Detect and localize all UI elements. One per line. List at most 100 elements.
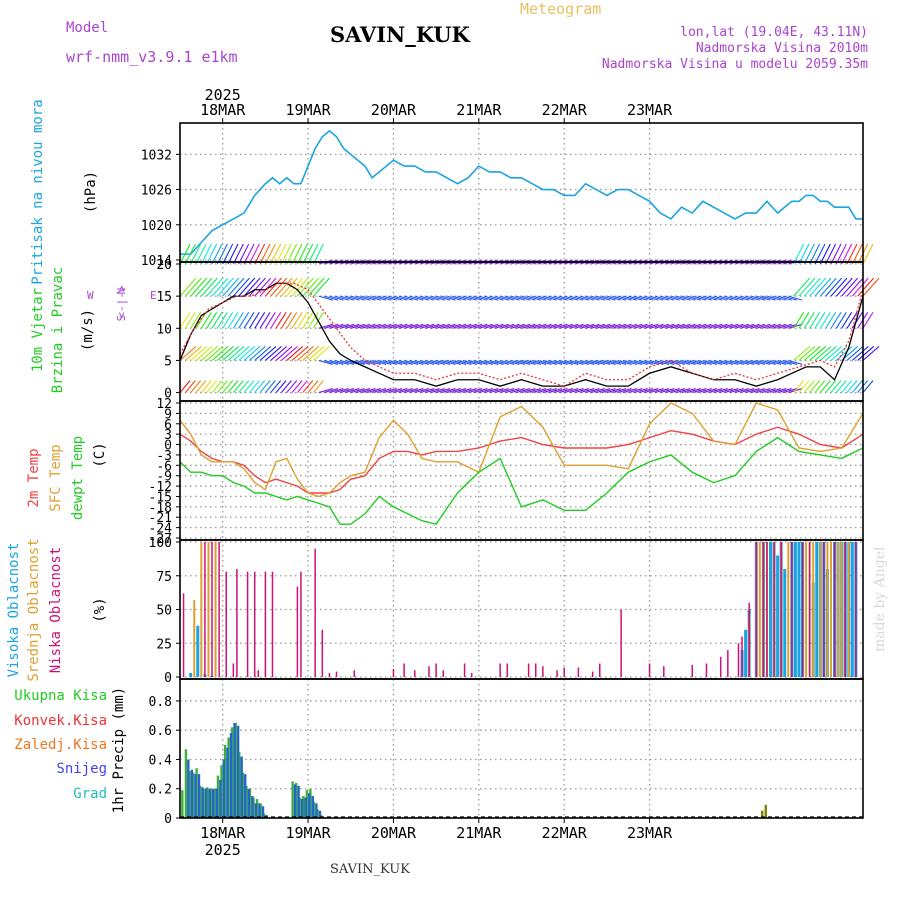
- wind-vector: [553, 359, 568, 365]
- wind-vector: [190, 380, 202, 393]
- cloud-low-bar: [470, 672, 473, 677]
- wind-vector: [585, 359, 600, 365]
- wind-vector: [521, 323, 536, 329]
- wind-vector: [270, 346, 288, 361]
- wind-vector: [644, 295, 659, 301]
- wind-vector: [558, 388, 574, 394]
- wind-vector: [419, 323, 435, 329]
- wind-vector: [419, 359, 435, 365]
- wind-vector: [184, 380, 196, 393]
- cloud-low-bar: [663, 666, 665, 677]
- wind-vector: [521, 295, 536, 301]
- wind-vector: [238, 380, 250, 393]
- cloud-low-bar: [563, 667, 565, 677]
- wind-vector: [216, 277, 234, 297]
- y-tick-label: 0.6: [149, 724, 172, 739]
- cloud-low-bar: [705, 663, 708, 677]
- wind-vector: [819, 311, 831, 329]
- panel-frame: [179, 122, 864, 263]
- wind-vector: [457, 323, 472, 329]
- year-label: 2025: [205, 841, 241, 859]
- precip-snow-bar: [318, 810, 322, 818]
- wind-vector: [483, 323, 499, 329]
- wind-vector: [425, 323, 440, 329]
- wind-vector: [371, 295, 387, 301]
- wind-vector: [628, 388, 643, 394]
- wind-vector: [750, 388, 766, 394]
- wind-vector: [232, 311, 244, 329]
- wind-vector: [697, 388, 712, 394]
- wind-vector: [382, 359, 397, 365]
- wind-vector: [403, 295, 419, 301]
- x-tick-label: 18MAR: [200, 824, 246, 842]
- wind-vector: [798, 311, 810, 329]
- y-tick-label: 3: [164, 428, 172, 443]
- cloud-low-bar: [257, 670, 260, 677]
- wind-vector: [756, 295, 771, 301]
- y-tick-label: -3: [156, 449, 172, 464]
- wind-vector: [489, 388, 504, 394]
- wind-vector: [851, 277, 869, 297]
- cloud-low-bar: [218, 542, 220, 677]
- wind-vector: [542, 359, 557, 365]
- wind-vector: [542, 388, 557, 394]
- wind-dir-e: E: [150, 289, 157, 302]
- wind-vector: [179, 346, 197, 361]
- cloud-low-bar: [577, 667, 580, 677]
- wind-vector: [286, 380, 298, 393]
- temp-sfc-line: [179, 402, 864, 498]
- wind-vector: [313, 346, 330, 361]
- cloud-high-bar: [815, 542, 819, 677]
- wind-vector: [409, 359, 424, 365]
- wind-vector: [814, 243, 826, 265]
- wind-vector: [393, 295, 408, 301]
- cloud-low-bar: [801, 542, 804, 677]
- cloud-mid-bar: [837, 542, 840, 677]
- wind-vector: [457, 388, 472, 394]
- wind-vector: [638, 323, 654, 329]
- wind-vector: [291, 380, 303, 393]
- wind-vector: [532, 295, 547, 301]
- cloud-low-bar: [556, 670, 558, 677]
- cloud-high-bar: [850, 542, 854, 677]
- wind-vector: [553, 388, 568, 394]
- cloud-mid-bar: [214, 542, 217, 677]
- wind-speed-line: [179, 282, 864, 387]
- wind-vector: [841, 243, 853, 265]
- meteogram-label: Meteogram: [520, 0, 602, 18]
- cloud-low-bar: [414, 670, 416, 677]
- y-tick-label: 0.8: [149, 695, 172, 710]
- precip-snow-bar: [226, 747, 229, 818]
- wind-vector: [505, 359, 520, 365]
- wind-vector: [200, 380, 212, 393]
- cloud-high-bar: [793, 542, 797, 677]
- wind-vector: [638, 295, 654, 301]
- wind-vector: [622, 323, 638, 329]
- wind-vector: [553, 323, 568, 329]
- model-label: Model: [66, 20, 109, 36]
- wind-vector: [574, 388, 590, 394]
- panel-frame: [179, 400, 864, 541]
- wind-vector: [248, 277, 266, 297]
- wind-vector: [862, 277, 880, 297]
- wind-vector: [676, 323, 691, 329]
- wind-vector: [510, 295, 525, 301]
- wind-vector: [558, 323, 574, 329]
- cloud-mid-bar: [847, 542, 850, 677]
- wind-vector: [270, 311, 282, 329]
- cloud-low-bar: [719, 656, 722, 677]
- wind-vector: [841, 277, 859, 297]
- x-tick-label: 21MAR: [456, 824, 502, 842]
- wind-vector: [761, 359, 776, 365]
- wind-vector: [489, 359, 504, 365]
- cloud-low-bar: [392, 668, 395, 677]
- y-tick-label: -24: [149, 522, 173, 537]
- wind-vector: [361, 323, 376, 329]
- wind-vector: [825, 277, 843, 297]
- wind-vector: [435, 388, 451, 394]
- wind-vector: [355, 323, 371, 329]
- wind-vector: [387, 388, 403, 394]
- wind-vector: [777, 359, 792, 365]
- cloud-low-bar: [833, 542, 836, 677]
- wind-vector: [371, 359, 387, 365]
